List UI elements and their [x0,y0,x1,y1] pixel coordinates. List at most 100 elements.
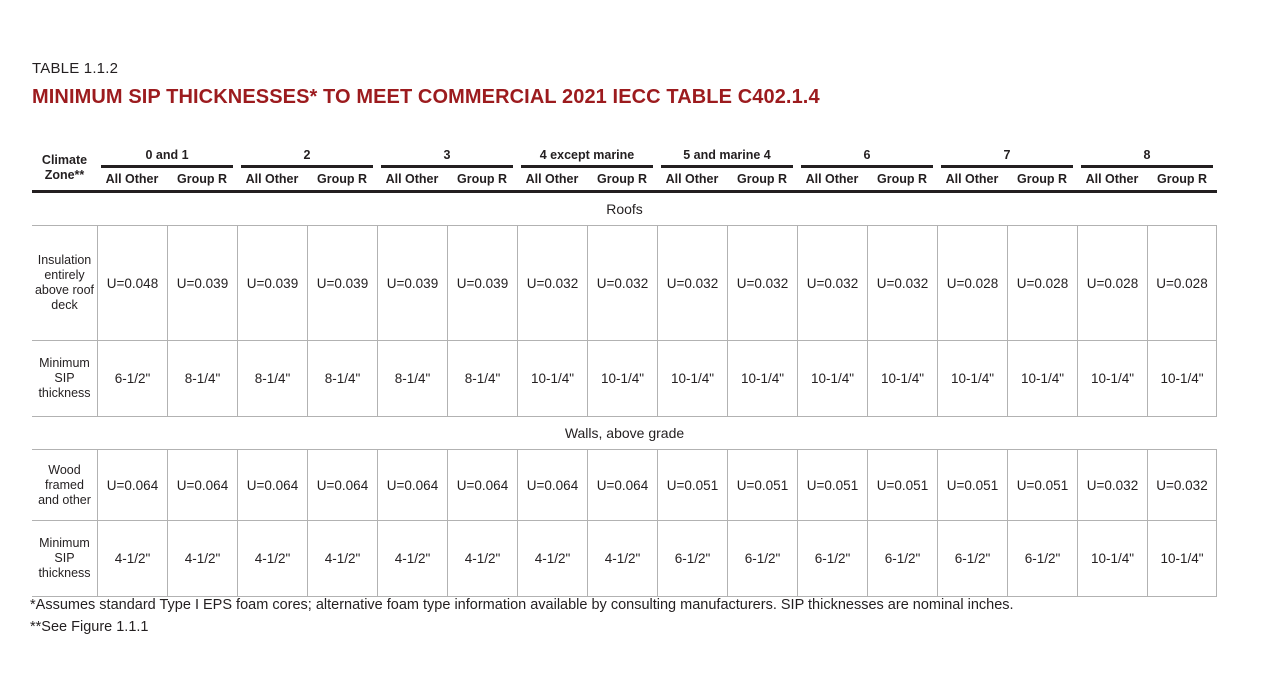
zone-group-header: 2 [241,146,373,168]
zone-group-header: 6 [801,146,933,168]
data-cell: U=0.032 [517,226,587,340]
data-cell: U=0.032 [797,226,867,340]
subheader-cell: Group R [1017,172,1067,186]
table-label: TABLE 1.1.2 [32,60,119,77]
data-cell: 4-1/2" [587,521,657,596]
zone-group-header: 8 [1081,146,1213,168]
zone-group-label: 7 [1003,148,1011,162]
data-cell: 10-1/4" [937,341,1007,416]
row-label: Minimum SIP thickness [38,356,91,400]
data-cell: U=0.051 [797,450,867,520]
data-cell: 4-1/2" [447,521,517,596]
subheader-cell: Group R [597,172,647,186]
sip-thickness-table: Climate Zone** 0 and 1 All Other Group R 2 Al… [32,146,1217,597]
subheader-cell: Group R [737,172,787,186]
subheader-cell: Group R [317,172,367,186]
data-cell: 10-1/4" [1077,341,1147,416]
subheader-cell: Group R [457,172,507,186]
title-block: TABLE 1.1.2 MINIMUM SIP THICKNESSES* TO … [32,60,820,109]
zone-group-label: 3 [443,148,451,162]
section-title: Roofs [32,193,1217,226]
subheader-cell: All Other [525,172,579,186]
data-cell: U=0.064 [447,450,517,520]
data-cell: 6-1/2" [657,521,727,596]
climate-zone-header: Climate Zone** [41,153,88,182]
zone-group-header: 4 except marine [521,146,653,168]
subheader-cell: All Other [105,172,159,186]
data-cell: U=0.039 [447,226,517,340]
subheader-cell: Group R [177,172,227,186]
row-label: Minimum SIP thickness [38,536,91,580]
table-row: Insulation entirely above roof deck U=0.0… [32,226,1217,341]
subheader-cell: All Other [945,172,999,186]
table-row: Wood framed and other U=0.064 U=0.064 U=0.0… [32,450,1217,521]
data-cell: 10-1/4" [1007,341,1077,416]
data-cell: U=0.051 [867,450,937,520]
data-cell: U=0.064 [517,450,587,520]
data-cell: 4-1/2" [237,521,307,596]
data-cell: 10-1/4" [727,341,797,416]
zone-group-label: 0 and 1 [145,148,189,162]
section-title: Walls, above grade [32,417,1217,450]
subheader-cell: All Other [805,172,859,186]
row-label: Insulation entirely above roof deck [34,253,95,312]
zone-group-header: 7 [941,146,1073,168]
data-cell: 6-1/2" [1007,521,1077,596]
zone-group-header: 3 [381,146,513,168]
data-cell: U=0.039 [307,226,377,340]
zone-group-header: 5 and marine 4 [661,146,793,168]
data-cell: 6-1/2" [867,521,937,596]
data-cell: 4-1/2" [307,521,377,596]
data-cell: U=0.028 [1077,226,1147,340]
subheader-cell: Group R [1157,172,1207,186]
data-cell: 4-1/2" [517,521,587,596]
data-cell: U=0.032 [867,226,937,340]
data-cell: U=0.064 [167,450,237,520]
data-cell: 10-1/4" [867,341,937,416]
data-cell: U=0.032 [587,226,657,340]
data-cell: U=0.064 [377,450,447,520]
data-cell: U=0.051 [727,450,797,520]
data-cell: U=0.048 [97,226,167,340]
zone-group-label: 6 [863,148,871,162]
data-cell: 8-1/4" [307,341,377,416]
data-cell: U=0.032 [1147,450,1217,520]
table-row: Minimum SIP thickness 6-1/2" 8-1/4" 8-1/4" 8… [32,341,1217,417]
data-cell: U=0.028 [937,226,1007,340]
zone-group-label: 2 [303,148,311,162]
data-cell: U=0.064 [587,450,657,520]
data-cell: U=0.039 [237,226,307,340]
data-cell: U=0.028 [1007,226,1077,340]
footnote-figure: **See Figure 1.1.1 [30,619,149,635]
subheader-cell: All Other [665,172,719,186]
table-body: Roofs Insulation entirely above roof deck… [32,193,1217,597]
data-cell: 6-1/2" [727,521,797,596]
subheader-cell: All Other [385,172,439,186]
subheader-cell: All Other [245,172,299,186]
data-cell: 6-1/2" [797,521,867,596]
data-cell: 10-1/4" [1147,341,1217,416]
data-cell: U=0.032 [1077,450,1147,520]
data-cell: U=0.051 [1007,450,1077,520]
table-row: Minimum SIP thickness 4-1/2" 4-1/2" 4-1/2" 4… [32,521,1217,597]
table-header: Climate Zone** 0 and 1 All Other Group R 2 Al… [32,146,1217,193]
data-cell: 4-1/2" [97,521,167,596]
data-cell: 8-1/4" [377,341,447,416]
data-cell: U=0.051 [657,450,727,520]
data-cell: 6-1/2" [937,521,1007,596]
subheader-cell: All Other [1085,172,1139,186]
data-cell: 4-1/2" [167,521,237,596]
zone-group-label: 5 and marine 4 [683,148,771,162]
data-cell: 10-1/4" [797,341,867,416]
data-cell: 8-1/4" [237,341,307,416]
data-cell: 10-1/4" [517,341,587,416]
data-cell: 10-1/4" [587,341,657,416]
data-cell: 10-1/4" [1147,521,1217,596]
data-cell: U=0.064 [307,450,377,520]
page-title: MINIMUM SIP THICKNESSES* TO MEET COMMERC… [32,86,820,108]
data-cell: U=0.064 [97,450,167,520]
footnotes: *Assumes standard Type I EPS foam cores;… [30,594,1014,638]
zone-group-label: 8 [1143,148,1151,162]
data-cell: 8-1/4" [447,341,517,416]
